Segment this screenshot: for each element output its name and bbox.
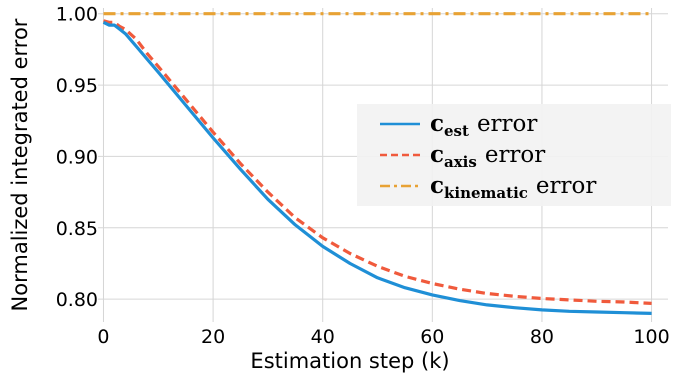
- legend-label-kinematic: ckinematic error: [430, 172, 596, 202]
- x-tick-label: 100: [633, 326, 669, 348]
- legend-label-est: cest error: [430, 110, 537, 140]
- y-axis-label: Normalized integrated error: [8, 18, 32, 311]
- legend-box: [357, 104, 671, 206]
- y-tick-label: 0.90: [56, 146, 98, 168]
- y-tick-label: 0.80: [56, 289, 98, 311]
- y-tick-label: 1.00: [56, 4, 98, 26]
- x-tick-label: 80: [530, 326, 554, 348]
- legend-subscript: est: [444, 122, 469, 140]
- legend-symbol: c: [430, 110, 444, 137]
- legend-symbol: c: [430, 141, 444, 168]
- tick-labels: 0 20 40 60 80 100 0.80 0.85 0.90 0.95 1.00: [56, 4, 670, 348]
- legend-suffix: error: [477, 111, 537, 137]
- y-tick-label: 0.95: [56, 75, 98, 97]
- series-line-axis: [103, 19, 652, 305]
- legend-suffix: error: [485, 142, 545, 168]
- x-axis-label: Estimation step (k): [250, 349, 449, 373]
- series-line-est: [102, 20, 652, 315]
- legend-suffix: error: [536, 173, 596, 199]
- legend-symbol: c: [430, 172, 444, 199]
- legend-subscript: axis: [444, 153, 477, 171]
- x-tick-label: 40: [311, 326, 335, 348]
- y-tick-label: 0.85: [56, 218, 98, 240]
- legend-subscript: kinematic: [444, 184, 528, 202]
- x-tick-label: 20: [201, 326, 225, 348]
- legend-label-axis: caxis error: [430, 141, 545, 171]
- x-tick-label: 0: [97, 326, 109, 348]
- series-lines: [102, 12, 652, 315]
- x-tick-label: 60: [420, 326, 444, 348]
